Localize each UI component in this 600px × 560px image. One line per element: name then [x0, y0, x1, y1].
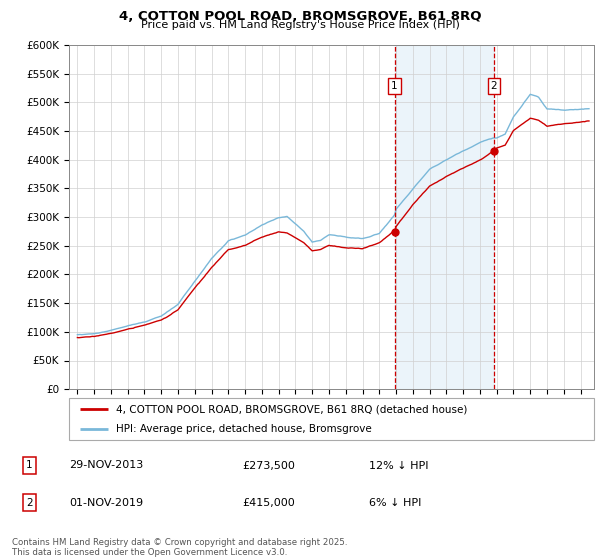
- Text: 29-NOV-2013: 29-NOV-2013: [70, 460, 144, 470]
- Text: £273,500: £273,500: [242, 460, 295, 470]
- Text: 2: 2: [26, 498, 32, 507]
- Bar: [395, 45, 494, 389]
- Text: 1: 1: [391, 81, 398, 91]
- Text: 01-NOV-2019: 01-NOV-2019: [70, 498, 144, 507]
- Text: 4, COTTON POOL ROAD, BROMSGROVE, B61 8RQ (detached house): 4, COTTON POOL ROAD, BROMSGROVE, B61 8RQ…: [116, 404, 467, 414]
- Text: 12% ↓ HPI: 12% ↓ HPI: [369, 460, 428, 470]
- Text: 6% ↓ HPI: 6% ↓ HPI: [369, 498, 421, 507]
- Text: 4, COTTON POOL ROAD, BROMSGROVE, B61 8RQ: 4, COTTON POOL ROAD, BROMSGROVE, B61 8RQ: [119, 10, 481, 22]
- FancyBboxPatch shape: [69, 398, 594, 440]
- Text: 1: 1: [26, 460, 32, 470]
- Text: £415,000: £415,000: [242, 498, 295, 507]
- Text: Price paid vs. HM Land Registry's House Price Index (HPI): Price paid vs. HM Land Registry's House …: [140, 20, 460, 30]
- Text: Contains HM Land Registry data © Crown copyright and database right 2025.
This d: Contains HM Land Registry data © Crown c…: [12, 538, 347, 557]
- Text: 2: 2: [491, 81, 497, 91]
- Text: HPI: Average price, detached house, Bromsgrove: HPI: Average price, detached house, Brom…: [116, 424, 372, 434]
